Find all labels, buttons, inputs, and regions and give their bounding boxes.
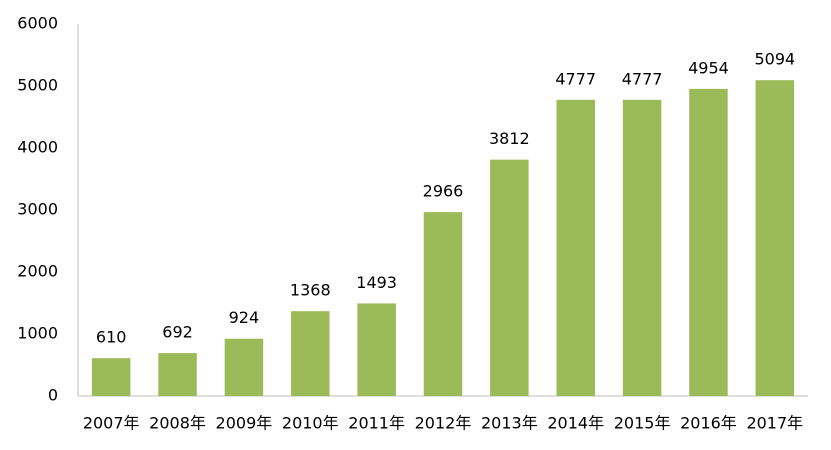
x-tick-label: 2017年 — [746, 414, 803, 433]
x-tick-label: 2016年 — [680, 414, 737, 433]
y-tick-label: 4000 — [17, 138, 58, 157]
y-tick-label: 0 — [48, 386, 58, 405]
data-label: 4954 — [688, 58, 729, 77]
bar — [224, 338, 264, 396]
bar — [91, 358, 131, 396]
x-tick-label: 2014年 — [547, 414, 604, 433]
bar — [291, 311, 330, 396]
x-tick-label: 2010年 — [282, 414, 339, 433]
y-tick-label: 2000 — [17, 262, 58, 281]
data-label: 3812 — [489, 129, 530, 148]
bar — [556, 99, 595, 397]
x-tick-label: 2009年 — [216, 414, 273, 433]
data-label: 4777 — [555, 69, 596, 88]
bar — [158, 353, 197, 396]
x-tick-label: 2013年 — [481, 414, 538, 433]
bar — [490, 159, 529, 396]
y-tick-label: 5000 — [17, 76, 58, 95]
y-tick-label: 1000 — [17, 324, 58, 343]
x-tick-label: 2015年 — [614, 414, 671, 433]
bar — [689, 88, 728, 397]
data-label: 1368 — [290, 281, 331, 300]
data-label: 610 — [96, 328, 127, 347]
data-label: 924 — [229, 308, 260, 327]
data-label: 2966 — [423, 182, 464, 201]
y-tick-label: 6000 — [17, 14, 58, 33]
bar — [755, 80, 795, 396]
bar — [622, 99, 662, 397]
data-label: 692 — [162, 323, 193, 342]
x-tick-label: 2007年 — [83, 414, 140, 433]
data-label: 4777 — [622, 69, 663, 88]
x-tick-label: 2011年 — [348, 414, 405, 433]
x-tick-label: 2008年 — [149, 414, 206, 433]
bar — [423, 212, 463, 396]
y-tick-label: 3000 — [17, 200, 58, 219]
data-label: 5094 — [754, 50, 795, 69]
x-tick-label: 2012年 — [415, 414, 472, 433]
bar — [357, 303, 396, 396]
data-label: 1493 — [356, 273, 397, 292]
